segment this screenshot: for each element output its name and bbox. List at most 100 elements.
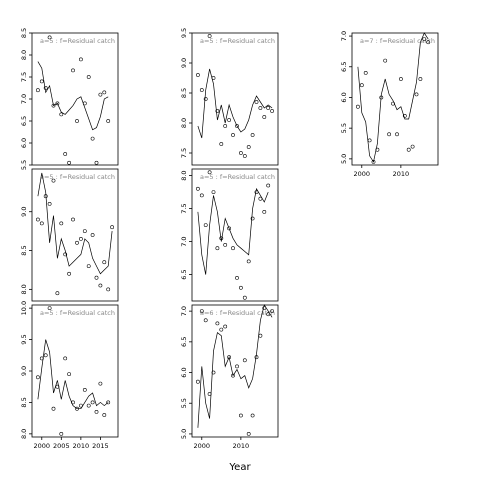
data-point [63,152,68,156]
data-point [207,392,212,396]
y-tick-label: 6.5 [340,62,348,72]
data-point [363,71,368,75]
data-point [51,406,56,411]
data-point [410,144,415,149]
y-tick-label: 8.0 [20,50,28,60]
data-point [43,194,48,199]
data-point [102,90,107,95]
data-point [391,101,395,106]
panel-2: 7.5 8.0 8.5 9.0 9.5 a=5 : f=Residual catch [180,28,279,166]
data-point [219,142,224,146]
data-point [55,384,60,389]
data-point [47,306,52,311]
data-point [86,75,91,79]
data-point [67,372,72,377]
y-tick-label: 9.5 [20,334,28,344]
data-point [235,124,239,128]
y-tick-label: 9.5 [180,28,188,38]
fitted-line [357,32,429,163]
data-point [43,353,48,358]
data-point [262,306,267,311]
data-point [242,358,247,363]
data-point [258,106,263,110]
panel-4: 8.0 8.5 9.0 a=5 : f=Residual catch [20,168,119,302]
data-point [215,109,220,113]
data-point [55,291,60,296]
data-point [82,229,87,234]
data-point [238,285,243,290]
panel-7: 5.0 5.5 6.0 6.5 7.0 2000 2010 a=6 : f=Residual … [180,304,279,450]
data-point [207,34,212,38]
x-tick-label: 2000 [353,170,370,178]
panel-label: a=5 : f=Residual catch [40,309,115,317]
data-point [359,83,364,88]
fitted-line [197,304,273,428]
data-point [242,295,247,300]
data-point [75,240,79,245]
data-point [426,40,431,45]
data-point [406,147,411,152]
data-point [63,252,68,257]
panel-label: a=6 : f=Residual catch [200,309,275,317]
data-point [422,37,427,42]
data-point [110,225,115,230]
data-point [51,178,56,183]
y-tick-label: 6.0 [340,92,348,102]
data-point [270,109,275,113]
fitted-line [197,68,273,139]
data-point [254,100,259,104]
y-tick-label: 9.0 [20,366,28,376]
y-tick-label: 7.0 [180,306,188,316]
x-tick-label: 2015 [92,442,109,450]
data-point [94,275,99,280]
data-point [71,68,75,73]
data-point [375,147,380,152]
data-point [94,409,99,414]
data-point [79,236,83,241]
data-point [36,375,40,380]
data-point [231,373,235,378]
data-point [98,283,103,288]
data-point [211,190,216,195]
data-point [203,318,208,323]
data-point [203,223,208,228]
y-tick-label: 5.0 [180,429,188,439]
x-tick-label: 2005 [53,442,70,450]
panel-frame [31,304,119,438]
x-axis-label: Year [228,462,251,473]
data-point [106,119,111,123]
data-point [238,413,243,418]
data-point [227,118,232,122]
data-point [367,138,372,143]
y-tick-label: 8.5 [20,397,28,407]
data-point [82,387,87,392]
y-tick-label: 7.0 [20,94,28,104]
data-point [379,95,384,100]
data-point [227,226,232,231]
panel-1: 5.5 6.0 6.5 7.0 7.5 8.0 8.5 a=5 : f=Residual ca… [20,28,119,170]
y-tick-label: 8.0 [20,284,28,294]
y-tick-label: 9.0 [180,58,188,68]
data-point [36,217,40,222]
data-point [219,327,224,332]
data-point [59,221,64,226]
x-tick-label: 2000 [33,442,50,450]
data-point [262,209,267,214]
fitted-line [37,172,113,275]
y-tick-label: 5.5 [340,123,348,133]
data-point [235,364,239,369]
y-tick-label: 6.5 [180,337,188,347]
data-point [387,132,392,137]
y-tick-label: 6.0 [20,138,28,148]
data-point [246,145,251,149]
data-point [79,57,83,62]
data-point [59,431,64,436]
data-point [79,403,83,408]
data-point [90,400,95,405]
panel-frame [191,304,279,438]
data-point [227,355,232,360]
data-point [55,101,60,106]
data-point [258,333,263,338]
data-point [71,217,75,222]
data-point [199,193,204,198]
